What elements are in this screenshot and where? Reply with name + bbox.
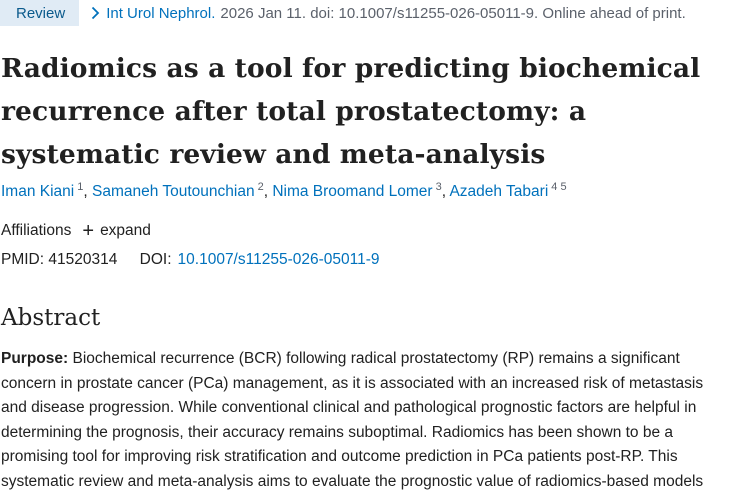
abstract-section-label: Purpose: (1, 350, 69, 367)
pmid-label: PMID: (1, 251, 45, 268)
expand-label: expand (100, 222, 151, 239)
author-link[interactable]: Samaneh Toutounchian 2 (91, 181, 264, 201)
article-type-badge: Review (0, 0, 80, 26)
article-title: Radiomics as a tool for predicting bioch… (1, 53, 701, 170)
abstract-heading: Abstract (1, 305, 101, 331)
abstract-line: concern in prostate cancer (PCa) managem… (1, 374, 704, 392)
abstract-line: Purpose: Biochemical recurrence (BCR) fo… (1, 350, 680, 367)
doi-link[interactable]: 10.1007/s11255-026-05011-9 (177, 251, 380, 268)
abstract-line: systematic review and meta-analysis aims… (1, 472, 704, 490)
author-link[interactable]: Azadeh Tabari 4 5 (449, 181, 567, 201)
abstract-line: promising tool for improving risk strati… (1, 448, 678, 465)
identifiers-row: PMID: 41520314 DOI: 10.1007/s11255-026-05… (1, 251, 380, 269)
author-separator: , (83, 183, 92, 201)
abstract-line: and disease progression. While conventio… (1, 399, 697, 416)
journal-link[interactable]: Int Urol Nephrol. (106, 4, 216, 22)
expand-affiliations-button[interactable]: + expand (82, 220, 151, 242)
author-link[interactable]: Iman Kiani 1 (1, 181, 84, 201)
affiliations-label: Affiliations (1, 222, 72, 239)
affiliation-ref[interactable]: 1 (77, 181, 84, 193)
affiliation-ref[interactable]: 4 5 (551, 181, 567, 193)
author-link[interactable]: Nima Broomand Lomer 3 (272, 181, 442, 201)
citation-details: 2026 Jan 11. doi: 10.1007/s11255-026-050… (220, 4, 686, 22)
chevron-right-icon[interactable] (91, 6, 100, 20)
author-separator: , (263, 183, 273, 201)
plus-icon: + (82, 220, 95, 242)
author-list: Iman Kiani 1, Samaneh Toutounchian 2, Nima… (1, 181, 567, 201)
affiliations-row: Affiliations + expand (1, 220, 151, 242)
abstract-text: Purpose: Biochemical recurrence (BCR) fo… (1, 347, 750, 494)
abstract-line: determining the prognosis, their accurac… (1, 423, 674, 441)
affiliation-ref[interactable]: 2 (257, 181, 264, 193)
author-separator: , (441, 183, 450, 201)
affiliation-ref[interactable]: 3 (435, 181, 442, 193)
doi-label: DOI: (139, 251, 172, 268)
article-meta-row: Review Int Urol Nephrol. 2026 Jan 11. do… (0, 0, 686, 26)
pmid-value: 41520314 (48, 251, 118, 268)
